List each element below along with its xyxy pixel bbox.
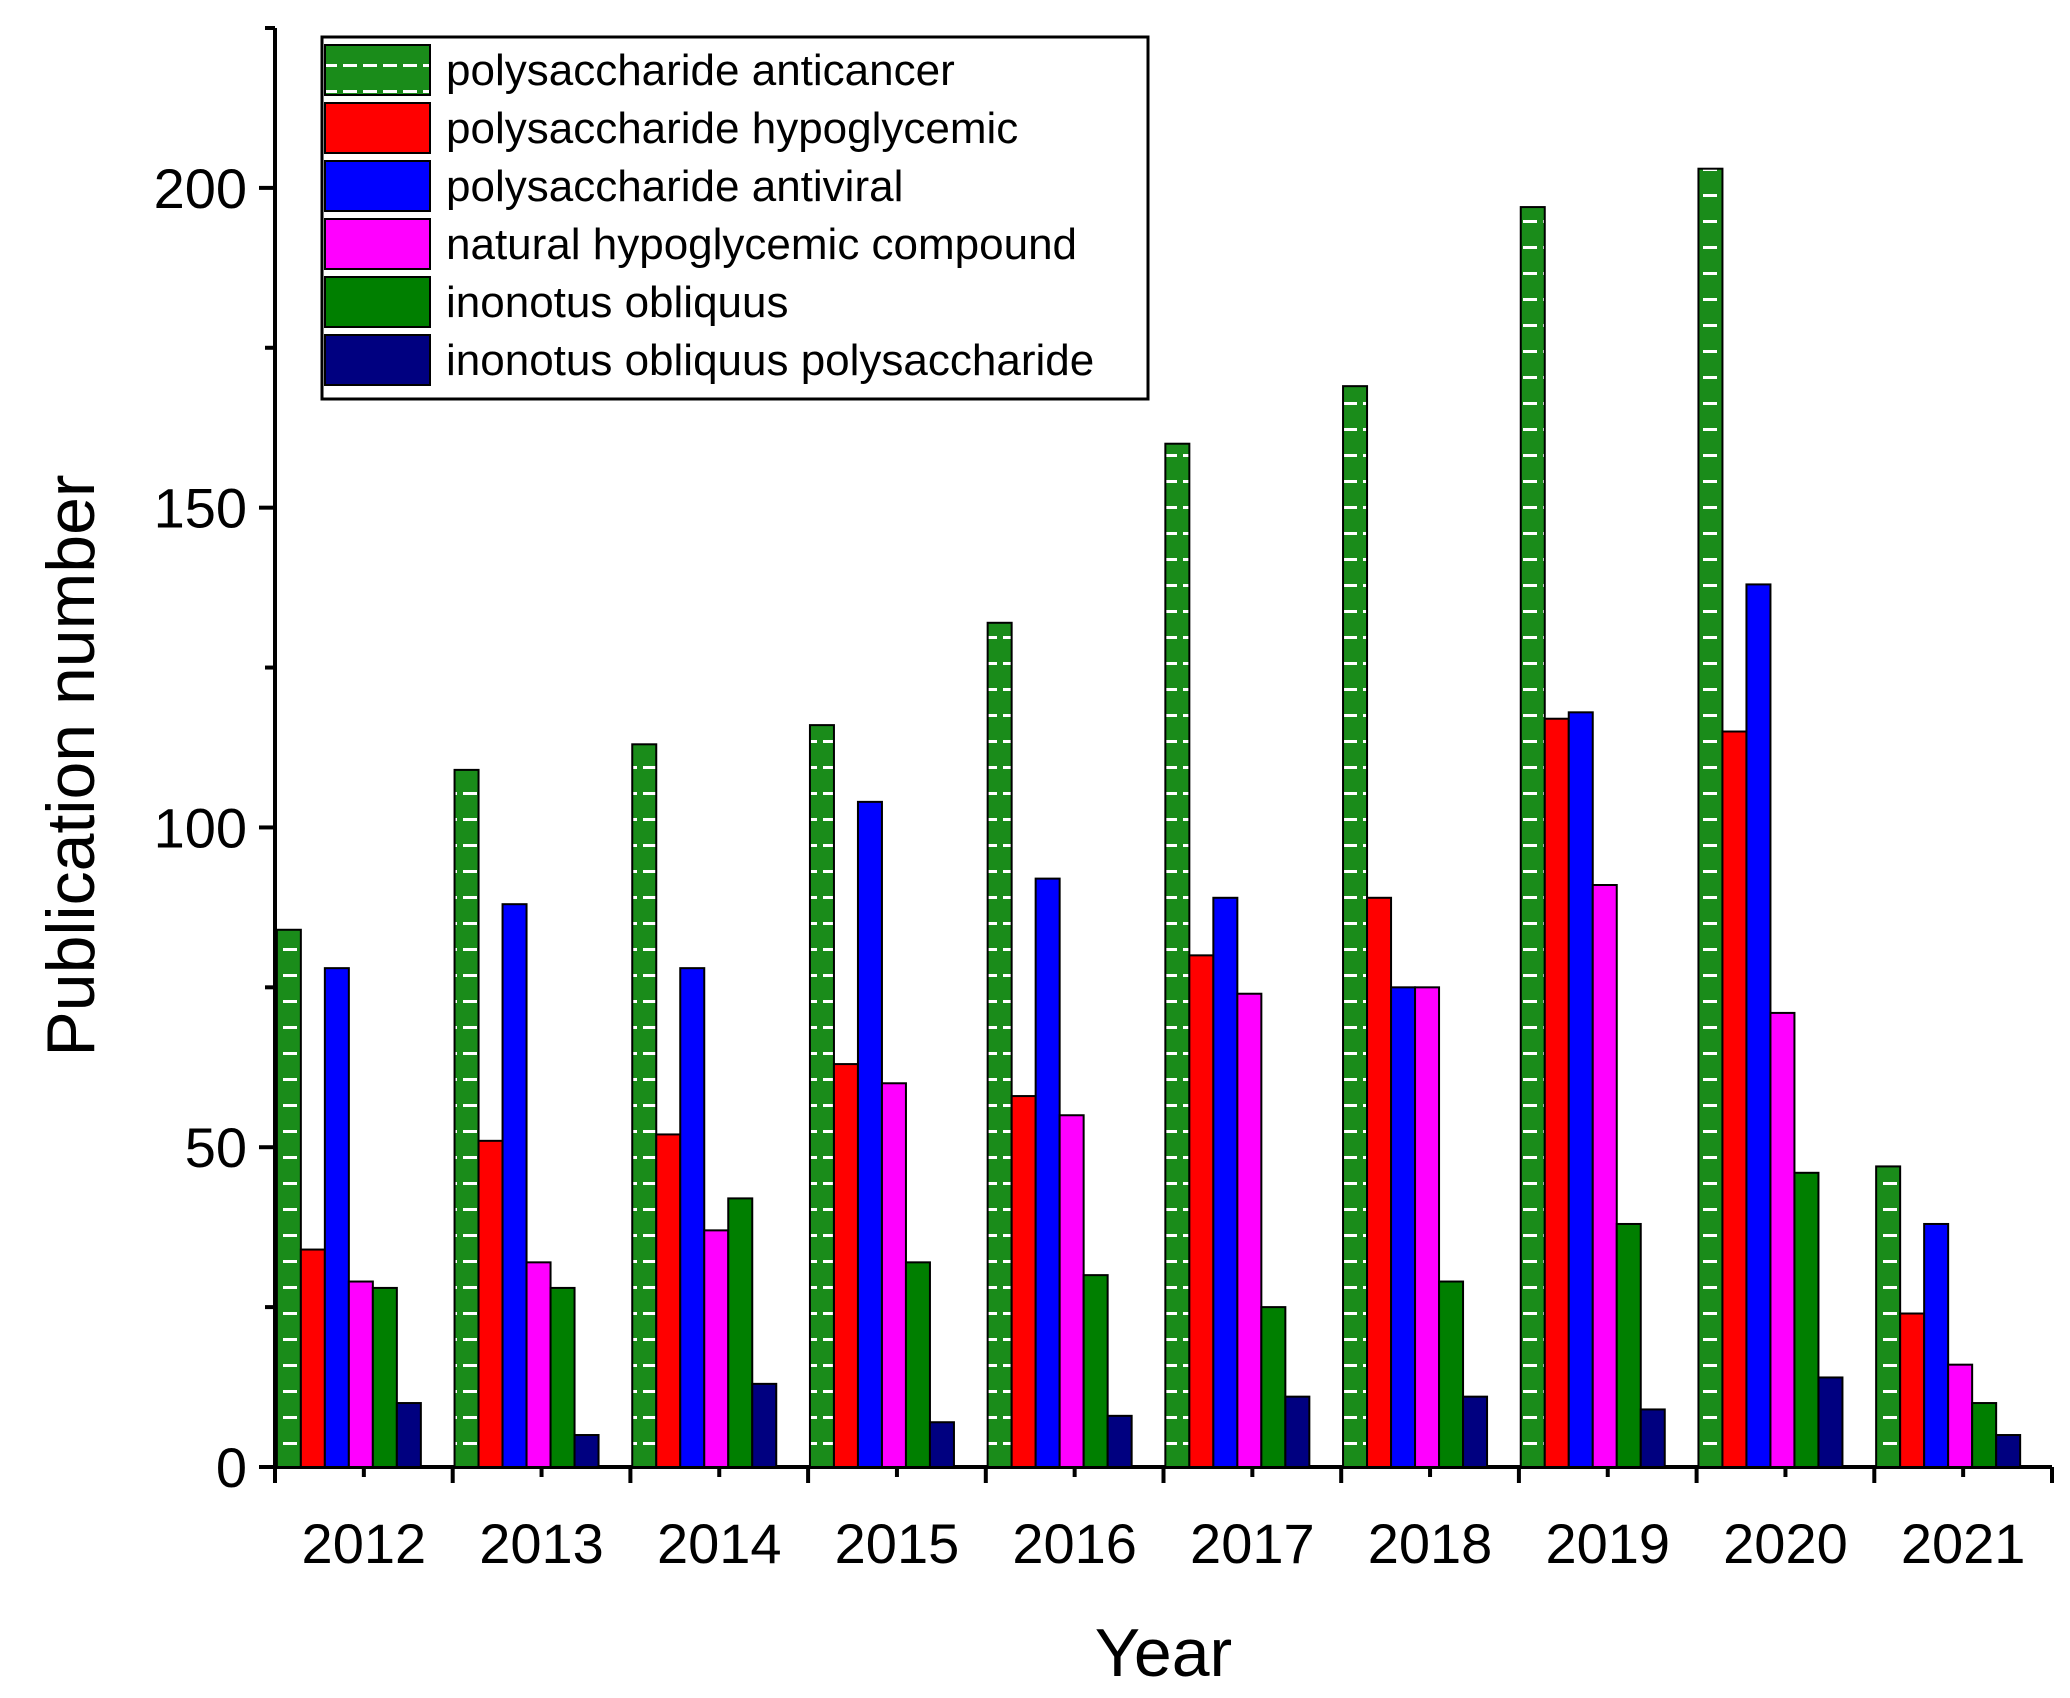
bar-inonotus-obliquus-2019 <box>1615 1222 1642 1468</box>
bar-inonotus-obliquus-polysaccharide-2020 <box>1817 1376 1844 1469</box>
bar-natural-hypoglycemic-compound-2015 <box>880 1082 907 1469</box>
y-tick-label: 150 <box>154 477 247 540</box>
bar-inonotus-obliquus-polysaccharide-2019 <box>1639 1408 1666 1468</box>
bar-polysaccharide-antiviral-2017 <box>1212 896 1239 1468</box>
bar-polysaccharide-anticancer-2018 <box>1342 385 1369 1468</box>
bar-natural-hypoglycemic-compound-2016 <box>1058 1114 1085 1468</box>
x-tick-label-2021: 2021 <box>1901 1512 2026 1575</box>
x-tick-label-2016: 2016 <box>1012 1512 1137 1575</box>
bar-natural-hypoglycemic-compound-2017 <box>1236 992 1263 1468</box>
y-axis-title: Publication number <box>33 474 109 1056</box>
bar-inonotus-obliquus-2021 <box>1971 1402 1998 1468</box>
x-tick-label-2014: 2014 <box>657 1512 782 1575</box>
bar-polysaccharide-anticancer-2020 <box>1697 167 1724 1468</box>
bar-polysaccharide-antiviral-2020 <box>1745 583 1772 1468</box>
bar-polysaccharide-antiviral-2018 <box>1390 986 1417 1468</box>
y-tick-label: 50 <box>185 1116 247 1179</box>
bar-inonotus-obliquus-2016 <box>1082 1274 1109 1468</box>
bar-polysaccharide-antiviral-2015 <box>856 800 883 1468</box>
legend-label-polysaccharide-hypoglycemic: polysaccharide hypoglycemic <box>446 104 1018 153</box>
legend-label-natural-hypoglycemic-compound: natural hypoglycemic compound <box>446 220 1077 269</box>
bar-polysaccharide-hypoglycemic-2015 <box>832 1063 859 1468</box>
legend-box <box>320 35 1150 401</box>
bar-polysaccharide-hypoglycemic-2012 <box>299 1248 326 1469</box>
bar-inonotus-obliquus-polysaccharide-2014 <box>751 1382 778 1469</box>
bar-natural-hypoglycemic-compound-2021 <box>1947 1363 1974 1469</box>
legend-label-inonotus-obliquus-polysaccharide: inonotus obliquus polysaccharide <box>446 336 1094 385</box>
bar-inonotus-obliquus-2020 <box>1793 1171 1820 1468</box>
bar-inonotus-obliquus-polysaccharide-2012 <box>395 1402 422 1468</box>
bar-natural-hypoglycemic-compound-2018 <box>1414 986 1441 1468</box>
y-tick-label: 100 <box>154 796 247 859</box>
legend: polysaccharide anticancer polysaccharide … <box>320 35 1150 401</box>
bars <box>275 167 2022 1469</box>
bar-polysaccharide-anticancer-2019 <box>1519 206 1546 1468</box>
bar-inonotus-obliquus-2017 <box>1260 1306 1287 1468</box>
legend-swatch-polysaccharide-hypoglycemic <box>324 102 431 154</box>
bar-polysaccharide-hypoglycemic-2018 <box>1366 896 1393 1468</box>
bar-natural-hypoglycemic-compound-2014 <box>703 1229 730 1469</box>
bar-polysaccharide-anticancer-2015 <box>808 724 835 1468</box>
legend-swatch-polysaccharide-antiviral <box>324 160 431 212</box>
bar-polysaccharide-anticancer-2021 <box>1875 1165 1902 1469</box>
bar-polysaccharide-antiviral-2019 <box>1567 711 1594 1468</box>
bar-polysaccharide-antiviral-2012 <box>323 967 350 1468</box>
bar-polysaccharide-hypoglycemic-2013 <box>477 1139 504 1468</box>
bar-polysaccharide-antiviral-2016 <box>1034 877 1061 1468</box>
bar-polysaccharide-anticancer-2016 <box>986 621 1013 1468</box>
legend-label-polysaccharide-antiviral: polysaccharide antiviral <box>446 162 903 211</box>
x-tick-label-2017: 2017 <box>1190 1512 1315 1575</box>
bar-polysaccharide-anticancer-2014 <box>631 743 658 1468</box>
x-tick-label-2019: 2019 <box>1545 1512 1670 1575</box>
bar-inonotus-obliquus-2018 <box>1438 1280 1465 1469</box>
bar-polysaccharide-hypoglycemic-2014 <box>655 1133 682 1469</box>
bar-polysaccharide-hypoglycemic-2021 <box>1899 1312 1926 1469</box>
bar-polysaccharide-antiviral-2013 <box>501 903 528 1468</box>
x-axis-title: Year <box>1095 1615 1232 1691</box>
legend-label-inonotus-obliquus: inonotus obliquus <box>446 278 788 327</box>
bar-inonotus-obliquus-polysaccharide-2015 <box>928 1421 955 1468</box>
bar-polysaccharide-antiviral-2021 <box>1923 1222 1950 1468</box>
legend-swatch-natural-hypoglycemic-compound <box>324 218 431 270</box>
legend-swatch-inonotus-obliquus <box>324 276 431 328</box>
bar-natural-hypoglycemic-compound-2019 <box>1591 884 1618 1468</box>
bar-inonotus-obliquus-polysaccharide-2017 <box>1284 1395 1311 1469</box>
x-tick-label-2015: 2015 <box>835 1512 960 1575</box>
x-tick-label-2018: 2018 <box>1368 1512 1493 1575</box>
bar-natural-hypoglycemic-compound-2020 <box>1769 1011 1796 1468</box>
bar-polysaccharide-hypoglycemic-2016 <box>1010 1095 1037 1468</box>
bar-polysaccharide-hypoglycemic-2019 <box>1543 717 1570 1468</box>
bar-inonotus-obliquus-2014 <box>727 1197 754 1469</box>
bar-inonotus-obliquus-polysaccharide-2018 <box>1462 1395 1489 1469</box>
bar-polysaccharide-hypoglycemic-2017 <box>1188 954 1215 1468</box>
bar-inonotus-obliquus-2012 <box>371 1286 398 1468</box>
bar-polysaccharide-anticancer-2017 <box>1164 442 1191 1468</box>
bar-inonotus-obliquus-2015 <box>904 1261 931 1468</box>
legend-label-polysaccharide-anticancer: polysaccharide anticancer <box>446 46 955 95</box>
x-tick-label-2012: 2012 <box>302 1512 427 1575</box>
bar-inonotus-obliquus-polysaccharide-2021 <box>1995 1434 2022 1468</box>
axis-labels: 0 50 100 150 200 2012 2013 2014 2015 2016 2017 2018… <box>33 157 2025 1691</box>
bar-polysaccharide-anticancer-2013 <box>453 768 480 1468</box>
bar-natural-hypoglycemic-compound-2013 <box>525 1261 552 1468</box>
x-tick-label-2020: 2020 <box>1723 1512 1848 1575</box>
bar-inonotus-obliquus-2013 <box>549 1286 576 1468</box>
bar-inonotus-obliquus-polysaccharide-2013 <box>573 1434 600 1468</box>
bar-polysaccharide-antiviral-2014 <box>679 967 706 1468</box>
y-tick-label: 0 <box>216 1436 247 1499</box>
legend-swatch-inonotus-obliquus-polysaccharide <box>324 334 431 386</box>
bar-polysaccharide-hypoglycemic-2020 <box>1721 730 1748 1468</box>
bar-polysaccharide-anticancer-2012 <box>275 928 302 1468</box>
bar-natural-hypoglycemic-compound-2012 <box>347 1280 374 1469</box>
y-tick-label: 200 <box>154 157 247 220</box>
x-tick-label-2013: 2013 <box>479 1512 604 1575</box>
legend-swatch-polysaccharide-anticancer <box>324 44 431 96</box>
bar-inonotus-obliquus-polysaccharide-2016 <box>1106 1414 1133 1469</box>
